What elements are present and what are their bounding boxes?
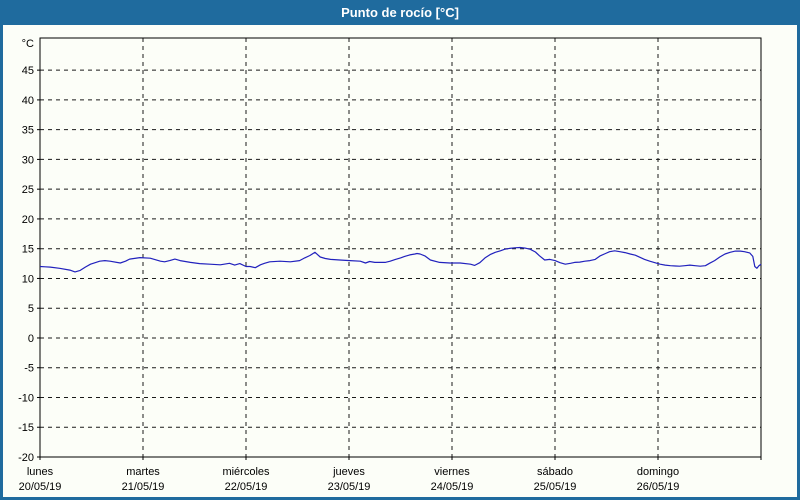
chart-title: Punto de rocío [°C]	[341, 5, 459, 20]
y-tick-label: 35	[22, 125, 34, 137]
chart-area: 45 40 35 30 25 20 15 10 5 0 -5 -10 -15 -20 °C lunes 20/0…	[3, 25, 797, 494]
x-date-label: 25/05/19	[534, 481, 577, 493]
dew-point-line	[39, 246, 762, 273]
y-tick-label: 20	[22, 214, 34, 226]
title-bar: Punto de rocío [°C]	[3, 0, 797, 25]
y-tick-label: -5	[24, 363, 34, 375]
x-weekday-label: jueves	[332, 466, 365, 478]
y-tick-label: -20	[18, 452, 34, 464]
y-tick-label: 30	[22, 154, 34, 166]
y-tick-label: -10	[18, 392, 34, 404]
x-weekday-label: lunes	[27, 466, 54, 478]
y-tick-label: 5	[28, 303, 34, 315]
x-weekday-label: sábado	[537, 466, 573, 478]
x-weekday-label: martes	[126, 466, 160, 478]
x-weekday-label: viernes	[434, 466, 470, 478]
x-weekday-label: domingo	[637, 466, 679, 478]
y-tick-label: 10	[22, 273, 34, 285]
y-tick-label: 0	[28, 333, 34, 345]
plot-border	[39, 37, 762, 458]
x-date-label: 26/05/19	[637, 481, 680, 493]
x-date-label: 24/05/19	[431, 481, 474, 493]
x-date-label: 22/05/19	[225, 481, 268, 493]
x-date-label: 21/05/19	[122, 481, 165, 493]
y-tick-label: 15	[22, 244, 34, 256]
x-weekday-label: miércoles	[222, 466, 270, 478]
y-tick-label: 45	[22, 65, 34, 77]
x-date-label: 23/05/19	[328, 481, 371, 493]
y-tick-label: -15	[18, 422, 34, 434]
y-axis-unit-label: °C	[22, 38, 34, 50]
dew-point-chart: 45 40 35 30 25 20 15 10 5 0 -5 -10 -15 -20 °C lunes 20/0…	[18, 37, 762, 493]
y-tick-label: 25	[22, 184, 34, 196]
y-tick-label: 40	[22, 95, 34, 107]
x-date-label: 20/05/19	[19, 481, 62, 493]
